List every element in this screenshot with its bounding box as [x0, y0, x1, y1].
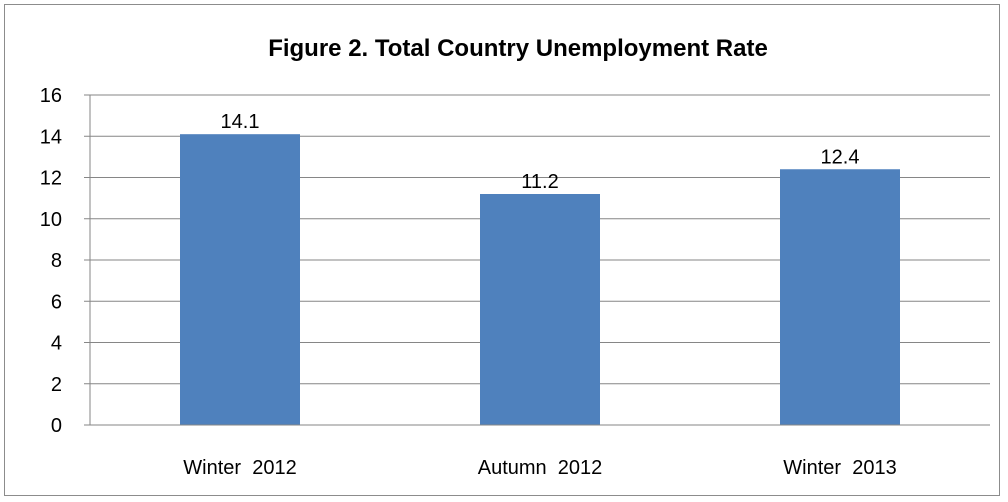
data-label: 11.2 [521, 171, 558, 193]
bar [480, 194, 600, 425]
bar [780, 169, 900, 425]
y-tick-label: 16 [40, 85, 62, 107]
bars [180, 134, 900, 425]
labels: 0 2 4 6 8 10 12 14 16 14.1 Winter 2012 11.2 Autumn 2… [40, 85, 897, 479]
y-tick-label: 14 [40, 126, 62, 148]
y-tick-label: 0 [51, 415, 62, 437]
data-label: 14.1 [221, 111, 260, 133]
axes [84, 94, 990, 426]
y-tick-label: 12 [40, 168, 62, 190]
x-tick-label: Winter 2012 [183, 457, 296, 479]
y-tick-label: 10 [40, 209, 62, 231]
y-tick-label: 6 [51, 291, 62, 313]
bar [180, 134, 300, 425]
x-tick-label: Autumn 2012 [478, 457, 603, 479]
y-tick-label: 8 [51, 250, 62, 272]
y-tick-label: 4 [51, 333, 62, 355]
x-tick-label: Winter 2013 [783, 457, 896, 479]
chart-title: Figure 2. Total Country Unemployment Rat… [268, 35, 768, 62]
data-label: 12.4 [821, 146, 860, 168]
y-tick-label: 2 [51, 374, 62, 396]
